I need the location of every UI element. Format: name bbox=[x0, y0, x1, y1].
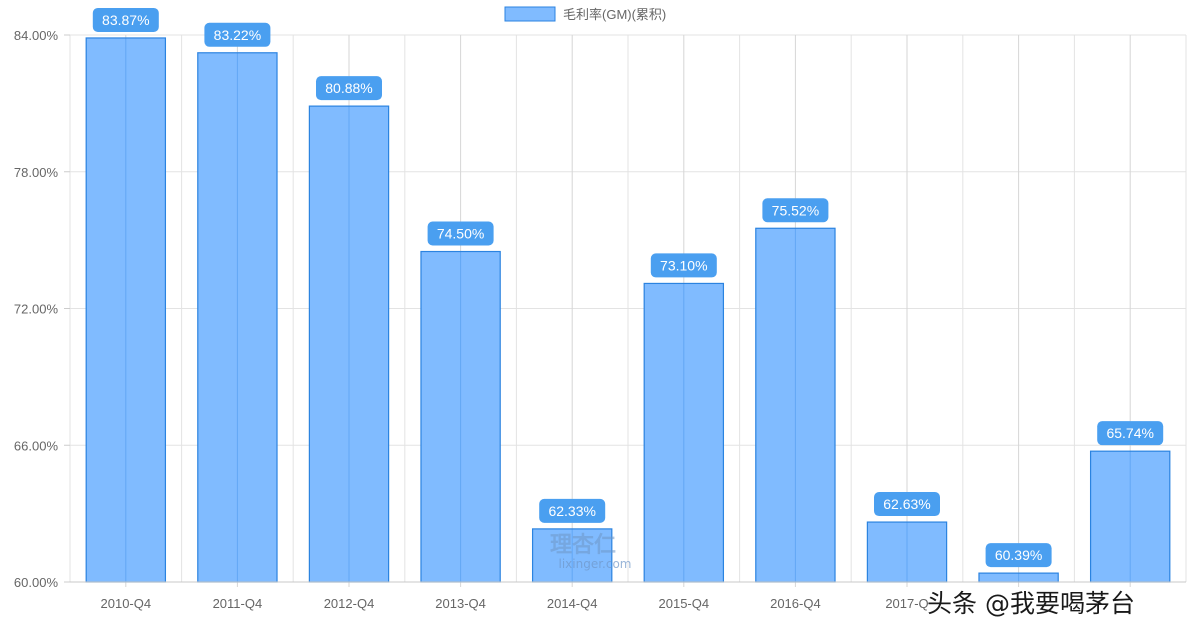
source-credit: 头条 @我要喝茅台 bbox=[927, 589, 1135, 618]
data-label: 65.74% bbox=[1106, 425, 1153, 441]
data-label-bg bbox=[762, 198, 829, 223]
x-tick-label: 2016-Q4 bbox=[770, 596, 821, 611]
data-labels: 83.87% 83.22% 80.88% 74.50% 62.33% 73.10% 75.5… bbox=[92, 7, 1164, 568]
watermark-url: lixinger.com bbox=[559, 557, 632, 571]
data-label: 73.10% bbox=[660, 257, 707, 273]
watermark: 理杏仁 lixinger.com bbox=[550, 532, 632, 571]
x-tick-label: 2017-Q bbox=[885, 596, 928, 611]
data-label: 83.87% bbox=[102, 12, 149, 28]
bar-2014-Q4[interactable] bbox=[531, 528, 613, 583]
y-tick-label: 60.00% bbox=[14, 575, 59, 590]
data-label-bg bbox=[92, 7, 159, 32]
data-label: 75.52% bbox=[772, 202, 819, 218]
legend-swatch bbox=[504, 6, 556, 22]
watermark-logo: 理杏仁 bbox=[550, 532, 616, 558]
x-tick-label: 2014-Q4 bbox=[547, 596, 598, 611]
data-label-bg bbox=[539, 498, 606, 523]
x-tick-label: 2011-Q4 bbox=[213, 596, 263, 611]
bars bbox=[85, 37, 1171, 583]
x-tick-label: 2013-Q4 bbox=[435, 596, 486, 611]
data-label-bg bbox=[985, 543, 1052, 568]
data-label-bg bbox=[874, 492, 940, 517]
data-label-bg bbox=[1097, 421, 1164, 446]
legend[interactable]: 毛利率(GM)(累积) bbox=[504, 6, 666, 22]
data-label: 62.63% bbox=[883, 496, 930, 512]
y-tick-label: 84.00% bbox=[14, 28, 59, 43]
data-label: 62.33% bbox=[548, 503, 595, 519]
data-label-bg bbox=[427, 221, 494, 246]
bar-2013-Q4[interactable] bbox=[420, 250, 501, 583]
legend-label: 毛利率(GM)(累积) bbox=[563, 7, 666, 22]
bar-2016-Q4[interactable] bbox=[755, 227, 836, 583]
x-axis: 2010-Q4 2011-Q4 2012-Q4 2013-Q4 2014-Q4 2015-… bbox=[70, 581, 1186, 611]
data-label-bg bbox=[204, 22, 271, 47]
data-label: 60.39% bbox=[995, 547, 1042, 563]
x-tick-label: 2015-Q4 bbox=[659, 596, 710, 611]
bar-2017-Q4[interactable] bbox=[866, 521, 948, 583]
bar-2015-Q4[interactable] bbox=[643, 282, 725, 583]
x-tick-label: 2012-Q4 bbox=[324, 596, 375, 611]
data-label: 80.88% bbox=[325, 80, 372, 96]
data-label-bg bbox=[650, 253, 717, 278]
data-label-bg bbox=[316, 76, 382, 101]
bar-2012-Q4[interactable] bbox=[308, 105, 390, 583]
y-tick-label: 72.00% bbox=[14, 302, 59, 317]
y-tick-label: 78.00% bbox=[14, 165, 59, 180]
x-tick-label: 2010-Q4 bbox=[101, 596, 152, 611]
bar-2019-Q4[interactable] bbox=[1089, 450, 1171, 583]
bar-2011-Q4[interactable] bbox=[197, 52, 278, 583]
y-axis: 60.00% 66.00% 72.00% 78.00% 84.00% bbox=[14, 28, 70, 590]
y-tick-label: 66.00% bbox=[14, 438, 59, 453]
data-label: 74.50% bbox=[437, 226, 484, 242]
data-label: 83.22% bbox=[214, 27, 261, 43]
